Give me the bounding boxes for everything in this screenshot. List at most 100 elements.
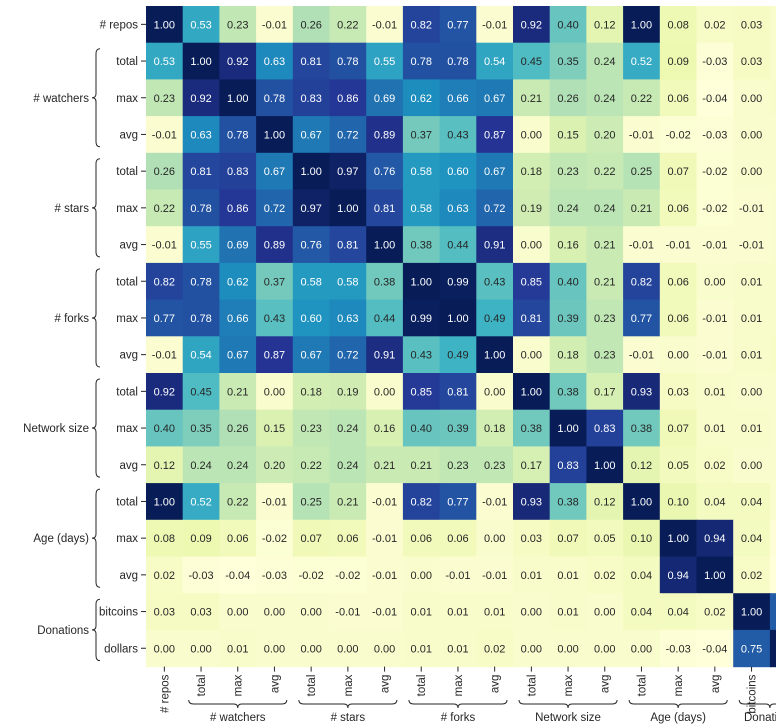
cell-value-label: -0.03 — [666, 643, 691, 655]
heatmap-cell — [439, 262, 477, 301]
heatmap-cell — [219, 519, 257, 558]
cell-value-label: 0.78 — [190, 313, 211, 325]
cell-value-label: -0.01 — [152, 240, 177, 252]
heatmap-cell — [623, 262, 661, 301]
cell-value-label: 0.77 — [631, 313, 652, 325]
heatmap-cell — [659, 409, 698, 447]
cell-value-label: -0.02 — [299, 570, 324, 582]
cell-value-label: 0.00 — [741, 460, 762, 472]
cell-value-label: 0.07 — [557, 533, 578, 545]
cell-value-label: 0.00 — [557, 643, 578, 655]
cell-value-label: 0.81 — [337, 240, 358, 252]
heatmap-cell — [366, 116, 404, 154]
heatmap-cell — [366, 629, 404, 668]
cell-value-label: 0.81 — [374, 203, 395, 215]
heatmap-cell — [659, 629, 698, 668]
heatmap-cell — [476, 629, 514, 668]
heatmap-cell — [549, 373, 587, 411]
heatmap-cell — [586, 299, 624, 337]
cell-value-label: -0.01 — [152, 350, 177, 362]
cell-value-label: 0.97 — [337, 166, 358, 178]
cell-value-label: 0.04 — [667, 607, 688, 619]
cell-value-label: 0.94 — [667, 570, 688, 582]
heatmap-cell — [219, 593, 257, 631]
heatmap-cell — [402, 152, 441, 191]
cell-value-label: 0.40 — [154, 423, 175, 435]
cell-value-label: -0.03 — [702, 129, 727, 141]
cell-value-label: 0.62 — [411, 93, 432, 105]
heatmap-cell — [696, 299, 734, 337]
cell-value-label: 0.63 — [447, 203, 468, 215]
cell-value-label: 0.67 — [300, 129, 321, 141]
cell-value-label: 0.81 — [190, 166, 211, 178]
cell-value-label: 0.40 — [411, 423, 432, 435]
heatmap-cell — [513, 629, 551, 668]
cell-value-label: 0.63 — [264, 56, 285, 68]
heatmap-cell — [696, 79, 734, 117]
cell-value-label: 1.00 — [154, 496, 175, 508]
heatmap-cell — [292, 336, 331, 374]
heatmap-cell — [439, 299, 477, 337]
heatmap-cell — [292, 42, 331, 80]
heatmap-cell — [329, 262, 367, 301]
cell-value-label: 0.91 — [374, 350, 395, 362]
cell-value-label: 0.00 — [521, 240, 542, 252]
cell-value-label: 0.00 — [227, 607, 248, 619]
heatmap-cell — [476, 483, 514, 521]
row-tick-label: max — [116, 423, 138, 435]
column-tick-label: # repos — [159, 674, 171, 713]
cell-value-label: 0.04 — [631, 607, 652, 619]
cell-value-label: 0.58 — [411, 203, 432, 215]
heatmap-cell — [402, 262, 441, 301]
cell-value-label: -0.02 — [702, 166, 727, 178]
cell-value-label: 0.67 — [300, 350, 321, 362]
cell-value-label: 0.52 — [631, 56, 652, 68]
cell-value-label: 1.00 — [667, 533, 688, 545]
cell-value-label: 0.06 — [667, 313, 688, 325]
heatmap-cell — [439, 116, 477, 154]
cell-value-label: 0.00 — [594, 643, 615, 655]
heatmap-cell — [733, 629, 771, 668]
cell-value-label: 0.00 — [484, 533, 505, 545]
column-group-brace — [518, 699, 618, 709]
heatmap-cell — [769, 116, 776, 154]
cell-value-label: 0.72 — [337, 129, 358, 141]
heatmap-cell — [256, 6, 294, 44]
heatmap-cell — [256, 42, 294, 80]
cell-value-label: 0.18 — [521, 166, 542, 178]
cell-value-label: 0.72 — [484, 203, 505, 215]
cell-value-label: 1.00 — [411, 276, 432, 288]
heatmap-cell — [696, 262, 734, 301]
heatmap-cell — [513, 593, 551, 631]
heatmap-cell — [623, 189, 661, 227]
column-tick-label: max — [563, 674, 575, 696]
cell-value-label: 0.18 — [484, 423, 505, 435]
heatmap-cell — [476, 299, 514, 337]
cell-value-label: 0.23 — [227, 19, 248, 31]
cell-value-label: 0.85 — [411, 386, 432, 398]
heatmap-cell — [659, 299, 698, 337]
heatmap-cell — [439, 152, 477, 191]
heatmap-cell — [439, 42, 477, 80]
heatmap-cell — [292, 446, 331, 484]
cell-value-label: 0.72 — [264, 203, 285, 215]
heatmap-cell — [769, 262, 776, 301]
heatmap-cell — [733, 262, 771, 301]
cell-value-label: -0.01 — [372, 607, 397, 619]
column-group-label: Donations — [744, 712, 776, 724]
heatmap-cell — [476, 79, 514, 117]
heatmap-cell — [366, 336, 404, 374]
heatmap-cell — [402, 6, 441, 44]
heatmap-cell — [146, 373, 184, 411]
cell-value-label: 0.38 — [557, 496, 578, 508]
row-tick-label: avg — [119, 129, 138, 141]
cell-value-label: 0.16 — [374, 423, 395, 435]
cell-value-label: 0.91 — [484, 240, 505, 252]
column-tick-label: bitcoins — [747, 674, 759, 713]
cell-value-label: 0.02 — [154, 570, 175, 582]
heatmap-cell — [586, 519, 624, 558]
cell-value-label: 0.00 — [741, 166, 762, 178]
heatmap-cell — [256, 409, 294, 447]
cell-value-label: 0.20 — [594, 129, 615, 141]
heatmap-cell — [476, 556, 514, 594]
